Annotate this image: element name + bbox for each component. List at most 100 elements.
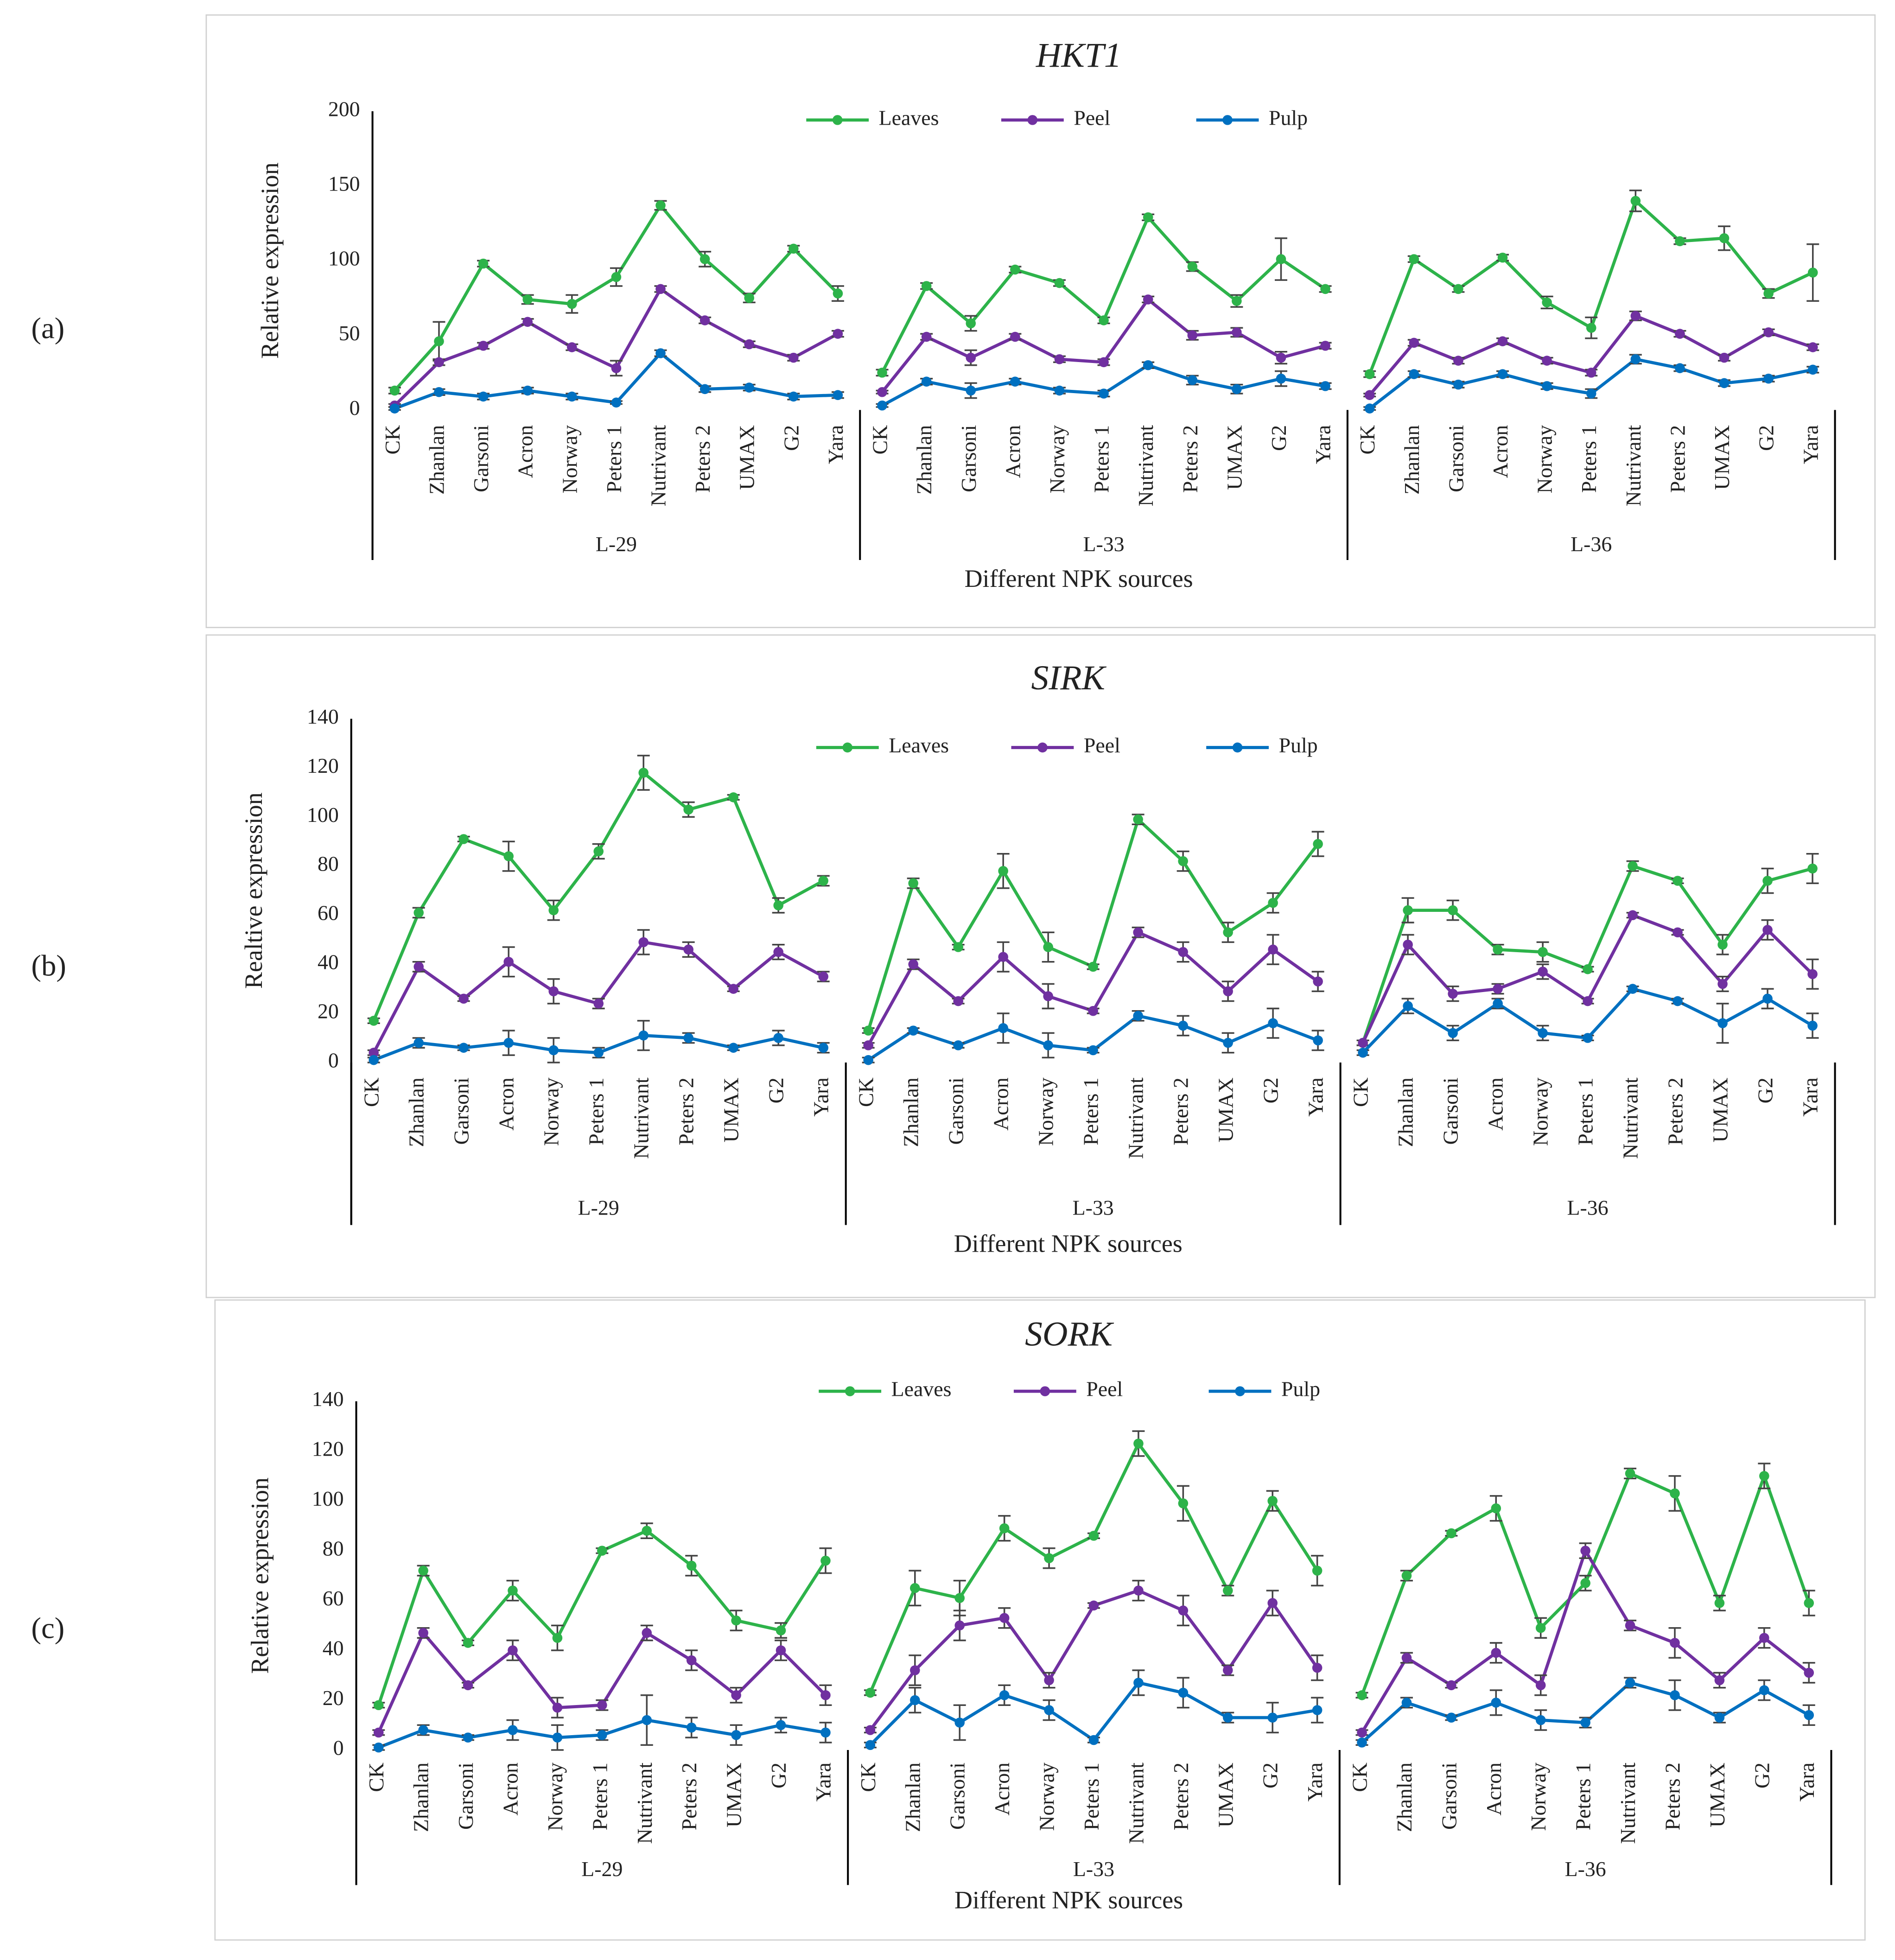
data-point: [1670, 1638, 1680, 1648]
data-point: [1223, 927, 1233, 938]
data-point: [818, 971, 828, 982]
data-point: [1807, 1020, 1818, 1031]
data-point: [1446, 1712, 1456, 1723]
data-point: [1357, 1737, 1367, 1748]
x-tick-label: Yara: [1795, 1763, 1819, 1801]
y-tick-label: 50: [339, 321, 360, 345]
data-point: [552, 1633, 563, 1643]
data-point: [1675, 236, 1685, 247]
x-tick-label: Yara: [809, 1077, 833, 1116]
data-point: [463, 1680, 473, 1691]
legend-label: Peel: [1084, 733, 1120, 757]
x-tick-label: CK: [1349, 1077, 1373, 1107]
data-point: [593, 1047, 604, 1058]
data-point: [921, 331, 932, 342]
x-tick-label: Garsoni: [1444, 425, 1468, 492]
x-tick-label: Peters 2: [1178, 425, 1202, 493]
data-point: [953, 942, 963, 952]
data-point: [434, 387, 444, 397]
x-tick-label: UMAX: [735, 425, 759, 490]
y-tick-label: 120: [307, 754, 339, 777]
x-tick-label: CK: [1348, 1763, 1372, 1792]
data-point: [1719, 233, 1730, 243]
data-point: [1714, 1598, 1725, 1608]
data-point: [1099, 357, 1109, 368]
data-point: [966, 318, 976, 329]
data-point: [953, 1040, 963, 1050]
x-tick-label: Zhanlan: [1400, 425, 1424, 495]
data-point: [1535, 1715, 1546, 1725]
data-point: [833, 329, 843, 339]
data-point: [1628, 984, 1638, 994]
x-tick-label: UMAX: [1222, 425, 1246, 490]
data-point: [463, 1732, 473, 1743]
data-point: [1223, 986, 1233, 997]
data-point: [1763, 288, 1774, 299]
data-point: [1672, 996, 1683, 1006]
data-point: [1763, 373, 1774, 384]
group-label: L-33: [1073, 1196, 1114, 1220]
data-point: [773, 1033, 783, 1043]
data-point: [1054, 354, 1065, 364]
data-point: [1491, 1503, 1501, 1514]
x-tick-label: G2: [767, 1763, 790, 1788]
data-point: [1232, 384, 1242, 395]
data-point: [1717, 939, 1728, 950]
data-point: [1583, 1033, 1593, 1043]
data-point: [1088, 1600, 1099, 1611]
data-point: [683, 944, 693, 955]
x-tick-label: Garsoni: [957, 425, 980, 492]
data-point: [1580, 1718, 1590, 1728]
data-point: [1762, 993, 1773, 1004]
x-tick-label: Zhanlan: [1394, 1077, 1418, 1147]
x-tick-label: Nutrivant: [633, 1763, 656, 1844]
x-tick-label: CK: [854, 1077, 878, 1107]
data-point: [434, 336, 444, 346]
data-point: [1807, 267, 1818, 278]
y-tick-label: 100: [312, 1487, 344, 1510]
data-point: [642, 1715, 652, 1725]
legend-marker: [1027, 115, 1038, 125]
data-point: [369, 1016, 379, 1026]
y-tick-label: 150: [328, 172, 360, 196]
x-tick-label: Garsoni: [1439, 1077, 1463, 1145]
data-point: [478, 391, 489, 402]
x-tick-label: Zhanlan: [1393, 1763, 1416, 1832]
data-point: [1320, 284, 1330, 294]
data-point: [1268, 1018, 1278, 1029]
data-point: [1312, 1565, 1323, 1576]
x-tick-label: Garsoni: [946, 1763, 969, 1830]
data-point: [1276, 373, 1286, 384]
x-tick-label: UMAX: [1214, 1763, 1237, 1827]
data-point: [1453, 356, 1463, 366]
x-tick-label: CK: [1355, 425, 1379, 455]
data-point: [597, 1700, 607, 1711]
data-point: [1401, 1698, 1412, 1708]
x-tick-label: G2: [1750, 1763, 1774, 1788]
y-tick-label: 0: [328, 1048, 339, 1072]
y-tick-label: 120: [312, 1437, 344, 1461]
data-point: [548, 986, 559, 997]
data-point: [1043, 942, 1053, 952]
data-point: [863, 1040, 873, 1050]
data-point: [833, 390, 843, 400]
x-tick-label: Peters 2: [677, 1763, 701, 1830]
data-point: [1491, 1698, 1501, 1708]
x-tick-label: G2: [779, 425, 803, 451]
data-point: [1542, 297, 1552, 308]
y-tick-label: 40: [323, 1636, 344, 1660]
x-tick-label: Peters 1: [1079, 1077, 1103, 1145]
y-axis-label: Realtive expression: [240, 792, 267, 989]
y-tick-label: 0: [350, 396, 360, 420]
data-point: [1762, 925, 1773, 935]
group-label: L-36: [1565, 1857, 1606, 1881]
data-point: [954, 1593, 965, 1603]
data-point: [1276, 352, 1286, 363]
x-tick-label: Nutrivant: [630, 1077, 653, 1159]
data-point: [683, 1033, 693, 1043]
x-tick-label: UMAX: [722, 1763, 746, 1827]
data-point: [1088, 1005, 1098, 1016]
data-point: [655, 284, 666, 294]
x-tick-label: UMAX: [1710, 425, 1734, 490]
